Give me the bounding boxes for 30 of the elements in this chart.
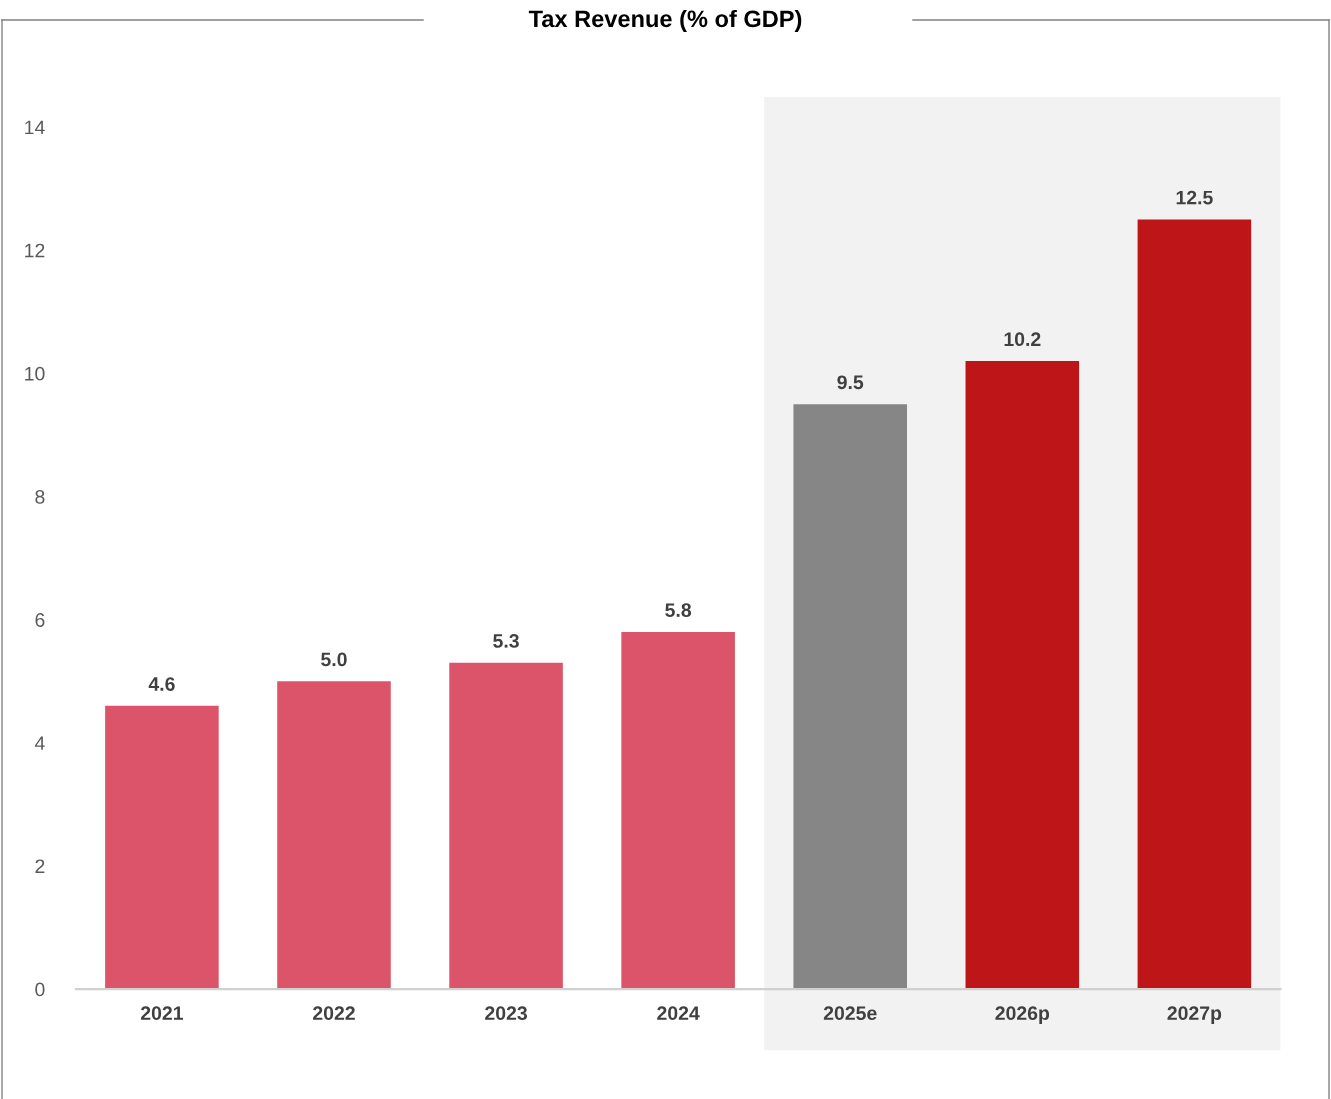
y-tick-label: 10: [25, 366, 45, 381]
bar: [965, 361, 1080, 990]
data-label: 5.0: [321, 652, 347, 667]
x-tick-label: 2027p: [1167, 1006, 1222, 1024]
data-label: 5.3: [493, 634, 519, 648]
bar: [621, 631, 735, 990]
bar: [793, 404, 908, 990]
chart-title: Tax Revenue (% of GDP): [528, 9, 802, 32]
x-tick-label: 2023: [485, 1006, 527, 1021]
y-tick-label: 6: [35, 613, 45, 627]
y-tick-label: 12: [25, 243, 45, 258]
bar: [1137, 219, 1252, 990]
x-tick-label: 2026p: [995, 1006, 1050, 1024]
x-tick-label: 2022: [313, 1006, 355, 1021]
data-label: 10.2: [1004, 332, 1041, 347]
bar: [449, 662, 563, 990]
data-label: 5.8: [665, 603, 692, 618]
data-label: 9.5: [837, 375, 864, 390]
y-tick-label: 4: [34, 736, 45, 750]
bar: [277, 681, 391, 990]
y-tick-label: 2: [35, 859, 45, 873]
bar: [105, 705, 219, 990]
data-label: 12.5: [1176, 190, 1213, 205]
y-tick-label: 8: [35, 489, 45, 504]
data-label: 4.6: [148, 677, 175, 691]
x-tick-label: 2024: [657, 1006, 700, 1021]
y-tick-label: 0: [35, 982, 45, 997]
y-tick-label: 14: [25, 120, 45, 135]
x-tick-label: 2025e: [823, 1006, 877, 1021]
x-tick-label: 2021: [140, 1006, 183, 1021]
